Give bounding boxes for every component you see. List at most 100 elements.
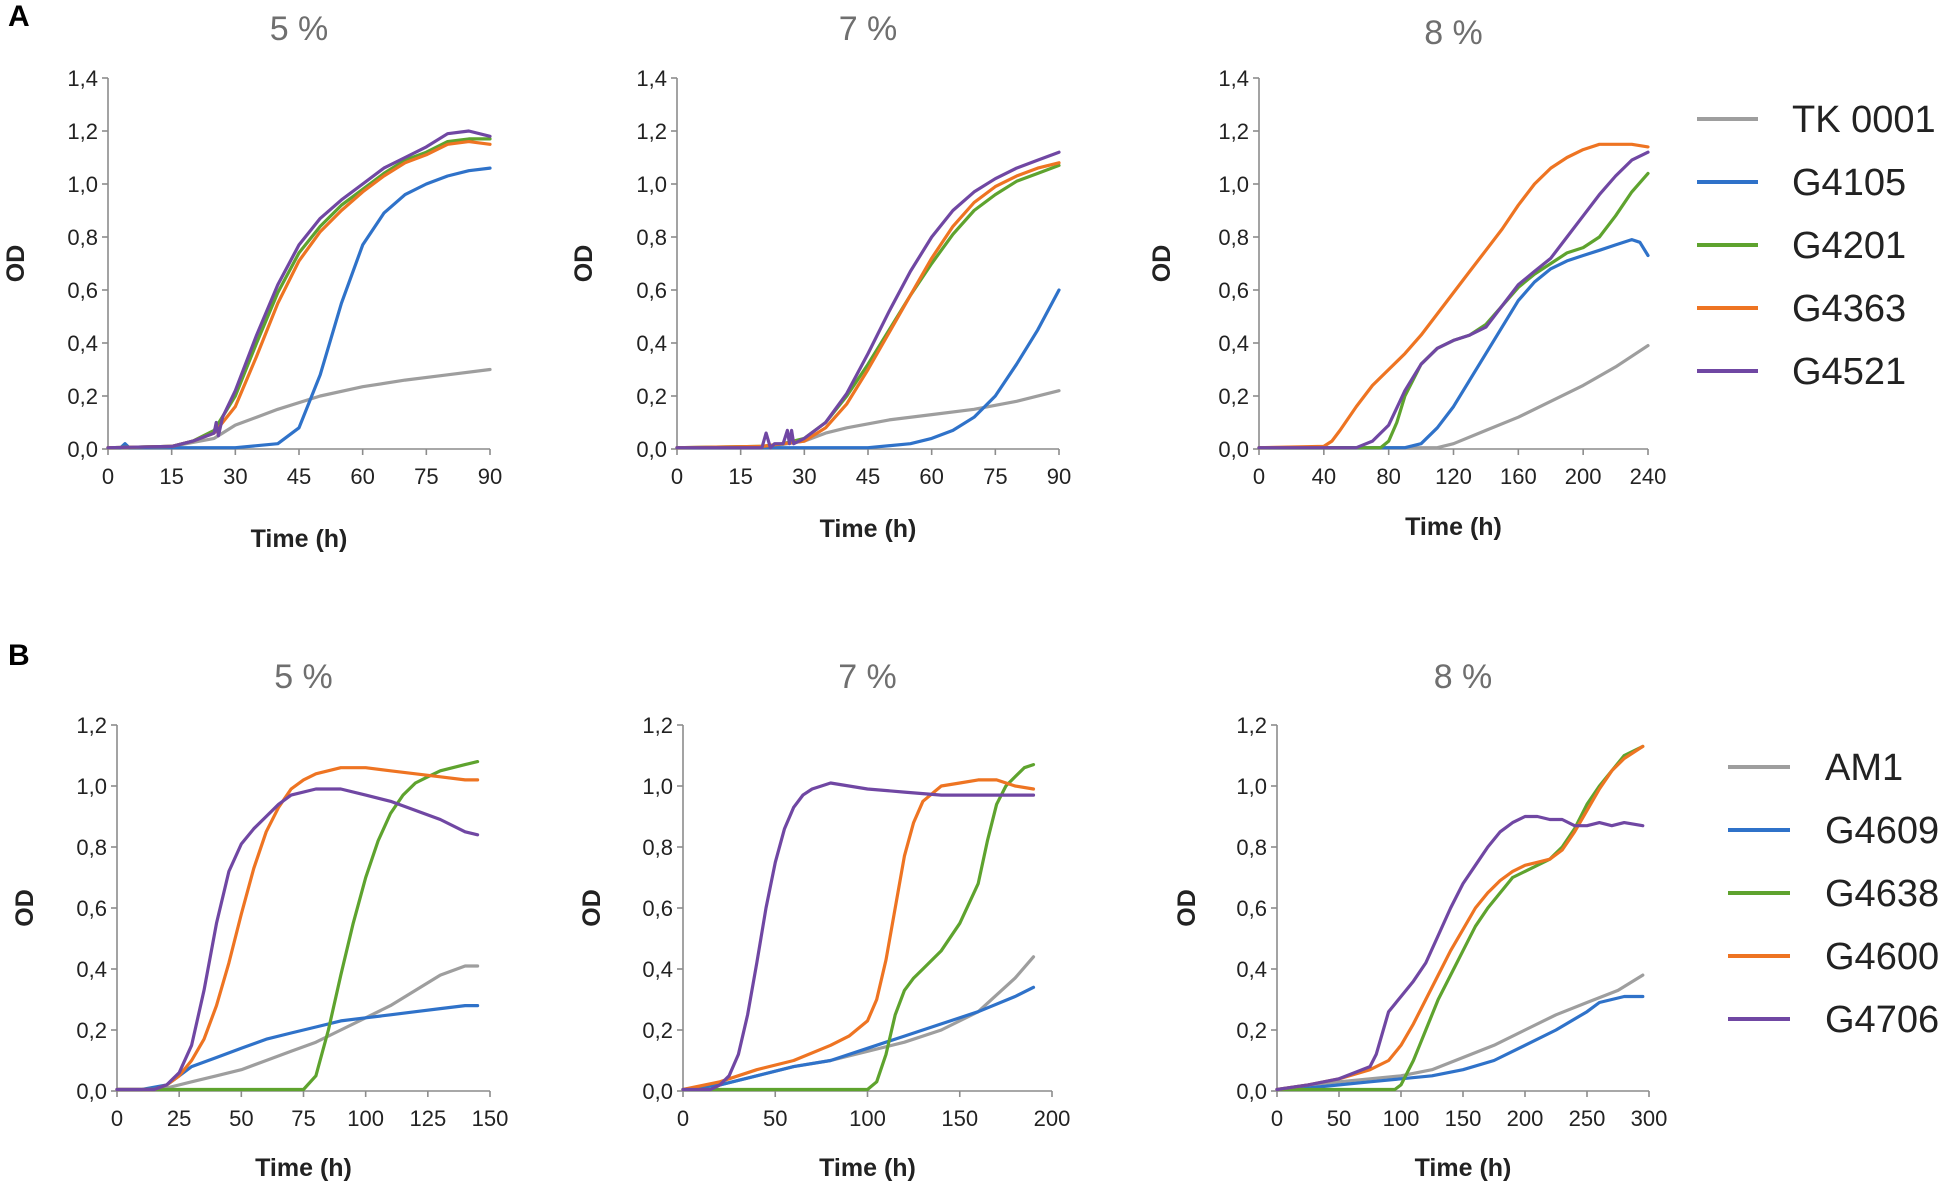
series-line-g4638 — [681, 762, 1036, 1092]
y-axis-label: OD — [1148, 245, 1176, 283]
y-tick-label: 0,6 — [1236, 896, 1267, 921]
x-tick-label: 200 — [1507, 1106, 1544, 1131]
y-tick-label: 1,2 — [76, 713, 107, 738]
x-tick-label: 250 — [1569, 1106, 1606, 1131]
charts: 5 % 0,0 0,2 0,4 0,6 0,8 1,0 1,2 1,4 0 15 30 45 60 75 90… — [2, 10, 1667, 1182]
y-tick-label: 1,2 — [642, 713, 673, 738]
x-tick-label: 160 — [1500, 464, 1537, 489]
legend-label: G4609 — [1825, 810, 1939, 852]
legend-a: TK 0001 G4105 G4201 G4363 G4521 — [1697, 99, 1936, 393]
y-tick-label: 1,2 — [1218, 119, 1249, 144]
panel-letter-a: A — [8, 0, 30, 33]
legend-label: G4105 — [1792, 162, 1906, 204]
chart-0: 5 % 0,0 0,2 0,4 0,6 0,8 1,0 1,2 1,4 0 15 30 45 60 75 90… — [2, 10, 502, 553]
legend-b: AM1 G4609 G4638 G4600 G4706 — [1728, 747, 1939, 1041]
x-tick-label: 75 — [291, 1106, 315, 1131]
y-tick-label: 0,8 — [642, 835, 673, 860]
x-tick-label: 40 — [1312, 464, 1336, 489]
x-axis-label: Time (h) — [820, 515, 917, 543]
x-tick-label: 75 — [414, 464, 438, 489]
series-line-am1 — [1275, 973, 1645, 1092]
y-tick-label: 0,2 — [642, 1018, 673, 1043]
x-tick-label: 150 — [941, 1106, 978, 1131]
x-tick-label: 100 — [849, 1106, 886, 1131]
y-tick-label: 1,0 — [1218, 172, 1249, 197]
x-tick-label: 30 — [223, 464, 247, 489]
legends: TK 0001 G4105 G4201 G4363 G4521 AM1 G4609 G4638… — [1697, 99, 1939, 1041]
legend-label: G4201 — [1792, 225, 1906, 267]
y-tick-label: 0,4 — [76, 957, 107, 982]
y-tick-label: 0,8 — [1218, 225, 1249, 250]
chart-2: 8 % 0,0 0,2 0,4 0,6 0,8 1,0 1,2 1,4 0 40 80 120 160 20… — [1148, 14, 1666, 541]
legend-item: G4363 — [1697, 288, 1906, 330]
x-tick-label: 150 — [1445, 1106, 1482, 1131]
series-line-am1 — [681, 955, 1036, 1092]
y-tick-label: 1,0 — [636, 172, 667, 197]
y-tick-label: 0,6 — [76, 896, 107, 921]
y-tick-label: 0,6 — [636, 278, 667, 303]
series-line-g4609 — [681, 985, 1036, 1092]
y-tick-label: 1,0 — [76, 774, 107, 799]
x-tick-label: 50 — [763, 1106, 787, 1131]
y-tick-label: 0,8 — [636, 225, 667, 250]
y-tick-label: 0,0 — [67, 437, 98, 462]
x-tick-label: 15 — [159, 464, 183, 489]
legend-item: G4105 — [1697, 162, 1906, 204]
panel-letter-b: B — [8, 639, 30, 672]
series-line-g4363 — [1257, 142, 1650, 450]
x-tick-label: 125 — [409, 1106, 446, 1131]
y-tick-label: 0,4 — [67, 331, 98, 356]
series-line-am1 — [115, 964, 480, 1092]
y-tick-label: 1,4 — [1218, 66, 1249, 91]
series-line-g4521 — [1257, 150, 1650, 450]
legend-label: TK 0001 — [1792, 99, 1936, 141]
chart-title: 5 % — [274, 658, 333, 696]
y-tick-label: 0,6 — [1218, 278, 1249, 303]
series-line-g4521 — [106, 129, 492, 450]
chart-title: 8 % — [1434, 658, 1493, 696]
x-tick-label: 0 — [1253, 464, 1265, 489]
y-tick-label: 0,2 — [76, 1018, 107, 1043]
y-tick-label: 1,0 — [642, 774, 673, 799]
series-line-tk-0001 — [675, 389, 1061, 450]
legend-label: G4638 — [1825, 873, 1939, 915]
x-tick-label: 60 — [350, 464, 374, 489]
legend-label: G4363 — [1792, 288, 1906, 330]
y-tick-label: 0,8 — [67, 225, 98, 250]
x-axis-label: Time (h) — [255, 1154, 352, 1182]
x-tick-label: 0 — [671, 464, 683, 489]
series-line-g4105 — [675, 288, 1061, 450]
legend-label: G4521 — [1792, 351, 1906, 393]
series-line-g4521 — [675, 150, 1061, 450]
chart-title: 7 % — [839, 10, 898, 48]
y-tick-label: 0,4 — [1218, 331, 1249, 356]
y-axis-label: OD — [11, 889, 39, 927]
x-axis-label: Time (h) — [1405, 513, 1502, 541]
x-tick-label: 50 — [229, 1106, 253, 1131]
x-tick-label: 240 — [1630, 464, 1667, 489]
y-axis-label: OD — [1173, 889, 1201, 927]
x-tick-label: 45 — [856, 464, 880, 489]
y-tick-label: 0,0 — [636, 437, 667, 462]
series-line-g4600 — [681, 778, 1036, 1092]
series-line-g4105 — [106, 166, 492, 450]
y-tick-label: 0,8 — [1236, 835, 1267, 860]
x-tick-label: 75 — [983, 464, 1007, 489]
legend-label: AM1 — [1825, 747, 1903, 789]
x-tick-label: 200 — [1034, 1106, 1071, 1131]
chart-title: 5 % — [270, 10, 329, 48]
legend-item: TK 0001 — [1697, 99, 1936, 141]
y-tick-label: 0,0 — [1236, 1079, 1267, 1104]
y-tick-label: 0,0 — [76, 1079, 107, 1104]
chart-1: 7 % 0,0 0,2 0,4 0,6 0,8 1,0 1,2 1,4 0 15 30 45 60 75 90… — [570, 10, 1071, 543]
x-tick-label: 50 — [1327, 1106, 1351, 1131]
legend-item: G4600 — [1728, 936, 1939, 978]
x-tick-label: 25 — [167, 1106, 191, 1131]
legend-label: G4706 — [1825, 999, 1939, 1041]
x-axis-label: Time (h) — [819, 1154, 916, 1182]
y-tick-label: 1,4 — [67, 66, 98, 91]
y-tick-label: 1,2 — [636, 119, 667, 144]
y-tick-label: 0,0 — [642, 1079, 673, 1104]
x-tick-label: 90 — [1047, 464, 1071, 489]
